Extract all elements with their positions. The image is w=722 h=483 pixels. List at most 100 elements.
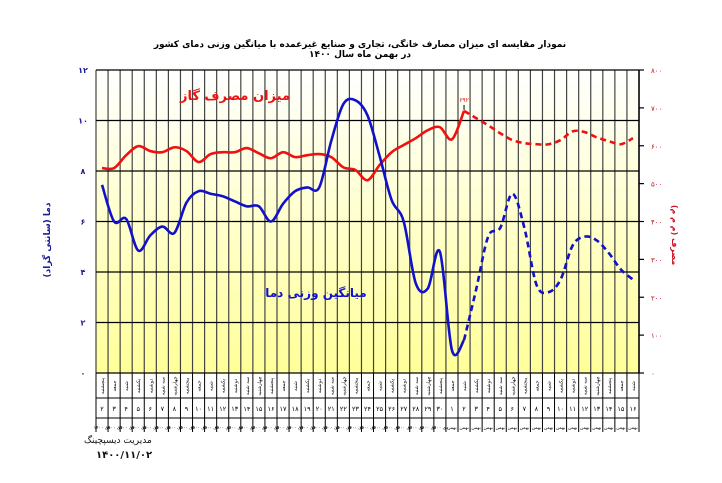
x-month-label: بهمن [556,426,565,431]
x-axis-labels: پنجشنبه ۲ دی ۱۴۰۰ جمعه ۳ دی ۱۴۰۰ شنبه ۴ دی ۱۴۰۰ ی… [94,376,638,431]
right-axis-tick: ۸۰۰ [651,67,662,75]
x-weekday-label: شنبه [378,381,384,391]
x-month-label: دی ۱۴۰۰ [166,426,183,431]
peak-value-label: ۶۹۲ [459,97,469,104]
x-day-label: ۴ [124,405,128,413]
gas-series-label: میزان مصرف گاز [179,88,290,104]
x-day-label: ۱۹ [304,405,311,413]
right-axis-tick: ۷۰۰ [651,105,662,113]
x-day-label: ۱۸ [292,405,299,413]
x-month-label: بهمن [616,426,625,431]
x-weekday-label: جمعه [197,380,203,391]
x-weekday-label: پنجشنبه [353,377,359,394]
x-month-label: دی ۱۴۰۰ [226,426,243,431]
x-weekday-label: یکشنبه [136,378,142,393]
x-day-label: ۱۰ [557,405,564,413]
x-weekday-label: یکشنبه [221,378,227,393]
x-weekday-label: پنجشنبه [100,377,106,394]
footer-department: مدیریت دیسپچینگ [84,436,152,446]
x-day-label: ۱۱ [207,405,214,413]
x-month-label: دی ۱۴۰۰ [287,426,304,431]
x-month-label: دی ۱۴۰۰ [347,426,364,431]
x-day-label: ۱۵ [255,405,262,413]
x-day-label: ۱۶ [629,405,636,413]
x-month-label: دی ۱۴۰۰ [118,426,135,431]
x-month-label: بهمن [544,426,553,431]
x-weekday-label: شنبه [293,381,299,391]
left-axis-tick: ۰ [81,369,86,378]
x-day-label: ۱۲ [219,405,226,413]
left-axis-tick: ۸ [81,167,86,176]
left-axis-label: دما (سانتی گراد) [41,202,53,277]
x-weekday-label: یکشنبه [305,378,311,393]
right-axis-tick: ۳۰۰ [651,256,662,264]
x-day-label: ۵ [498,405,502,413]
x-month-label: دی ۱۴۰۰ [154,426,171,431]
x-month-label: دی ۱۴۰۰ [420,426,437,431]
x-month-label: بهمن [580,426,589,431]
x-weekday-label: سه شنبه [245,377,251,395]
x-month-label: دی ۱۴۰۰ [311,426,328,431]
x-day-label: ۲۱ [328,405,335,413]
x-day-label: ۳ [112,405,116,413]
x-month-label: بهمن [604,426,613,431]
x-weekday-label: چهارشنبه [595,376,601,395]
right-axis-tick: ۵۰۰ [651,181,662,189]
x-month-label: دی ۱۴۰۰ [190,426,207,431]
x-day-label: ۲۰ [316,405,323,413]
x-month-label: دی ۱۴۰۰ [275,426,292,431]
right-axis-tick: ۴۰۰ [651,219,662,227]
x-month-label: بهمن [459,426,468,431]
x-month-label: بهمن [568,426,577,431]
footer-date: ۱۴۰۰/۱۱/۰۲ [96,450,153,461]
x-day-label: ۲۶ [388,405,395,413]
x-day-label: ۱۶ [267,405,274,413]
x-month-label: دی ۱۴۰۰ [106,426,123,431]
x-month-label: دی ۱۴۰۰ [202,426,219,431]
x-weekday-label: دوشنبه [148,379,154,394]
x-weekday-label: پنجشنبه [522,377,528,394]
x-weekday-label: سه شنبه [583,377,589,395]
x-month-label: دی ۱۴۰۰ [178,426,195,431]
gas-consumption-line-actual [101,110,466,182]
x-weekday-label: دوشنبه [233,379,239,394]
x-day-label: ۲۵ [376,405,383,413]
x-day-label: ۷ [161,405,165,413]
right-axis-tick: ۲۰۰ [651,294,662,302]
chart-annotations: میزان مصرف گاز میانگین وزنی دما ۶۹۲ [179,88,469,301]
x-weekday-label: جمعه [112,380,118,391]
x-weekday-label: یکشنبه [474,378,480,393]
x-day-label: ۷ [523,405,527,413]
right-axis-label: مصرف (م م م) [670,205,679,265]
x-weekday-label: شنبه [462,381,468,391]
right-axis-tick: ۰ [651,370,655,378]
x-month-label: دی ۱۴۰۰ [239,426,256,431]
x-month-label: دی ۱۴۰۰ [359,426,376,431]
x-weekday-label: سه شنبه [160,377,166,395]
x-month-label: دی ۱۴۰۰ [371,426,388,431]
temperature-line-forecast [462,192,634,341]
x-weekday-label: دوشنبه [486,379,492,394]
x-day-label: ۲۸ [412,405,419,413]
x-weekday-label: سه شنبه [329,377,335,395]
x-day-label: ۲۳ [352,405,359,413]
x-weekday-label: سه شنبه [498,377,504,395]
x-day-label: ۱۴ [605,405,612,413]
grid-lines [95,69,640,432]
x-weekday-label: چهارشنبه [257,376,263,395]
x-weekday-label: شنبه [631,381,637,391]
x-month-label: دی ۱۴۰۰ [142,426,159,431]
x-month-label: دی ۱۴۰۰ [94,426,111,431]
x-month-label: دی ۱۴۰۰ [432,426,449,431]
x-month-label: دی ۱۴۰۰ [299,426,316,431]
x-month-label: دی ۱۴۰۰ [323,426,340,431]
x-day-label: ۳ [474,405,478,413]
x-weekday-label: پنجشنبه [269,377,275,394]
x-weekday-label: چهارشنبه [172,376,178,395]
x-day-label: ۹ [185,405,189,413]
x-day-label: ۱۳ [231,405,238,413]
x-day-label: ۲۲ [340,405,347,413]
x-weekday-label: جمعه [619,380,625,391]
x-day-label: ۱۲ [581,405,588,413]
x-month-label: دی ۱۴۰۰ [395,426,412,431]
